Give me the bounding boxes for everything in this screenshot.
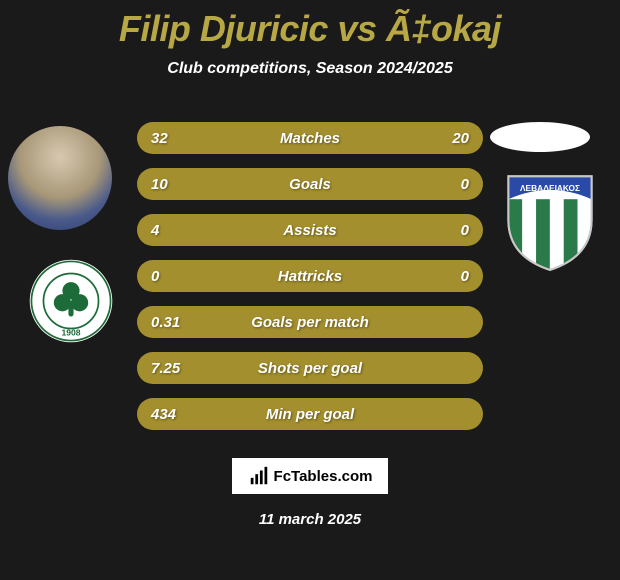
stat-row-goals: 10 Goals 0 (137, 168, 483, 200)
stat-label: Matches (280, 130, 340, 147)
stat-row-shots-per-goal: 7.25 Shots per goal (137, 352, 483, 384)
stat-left-value: 7.25 (151, 360, 180, 377)
stat-left-value: 0.31 (151, 314, 180, 331)
page-title: Filip Djuricic vs Ã‡okaj (0, 0, 620, 50)
player2-club-crest: ΛΕΒΑΔΕΙΑΚΟΣ (498, 168, 602, 272)
stat-row-matches: 32 Matches 20 (137, 122, 483, 154)
stat-left-value: 0 (151, 268, 159, 285)
brand-text: FcTables.com (274, 468, 373, 485)
player1-club-crest: 1908 (28, 258, 114, 344)
club-right-text: ΛΕΒΑΔΕΙΑΚΟΣ (520, 183, 580, 193)
stats-container: 32 Matches 20 10 Goals 0 4 Assists 0 0 H… (137, 122, 483, 444)
stat-right-value: 0 (461, 268, 469, 285)
stat-left-value: 434 (151, 406, 176, 423)
player2-avatar (490, 122, 590, 152)
stat-right-value: 0 (461, 222, 469, 239)
stat-right-value: 0 (461, 176, 469, 193)
stat-left-value: 32 (151, 130, 168, 147)
stat-left-value: 4 (151, 222, 159, 239)
club-left-year: 1908 (61, 327, 80, 337)
stat-row-hattricks: 0 Hattricks 0 (137, 260, 483, 292)
brand-logo[interactable]: FcTables.com (232, 458, 388, 494)
footer-date: 11 march 2025 (259, 511, 361, 528)
player1-avatar (8, 126, 112, 230)
stat-label: Goals (289, 176, 331, 193)
stat-left-value: 10 (151, 176, 168, 193)
stat-label: Assists (283, 222, 336, 239)
chart-icon (248, 465, 270, 487)
stat-label: Min per goal (266, 406, 354, 423)
stat-row-min-per-goal: 434 Min per goal (137, 398, 483, 430)
stat-row-assists: 4 Assists 0 (137, 214, 483, 246)
subtitle: Club competitions, Season 2024/2025 (0, 60, 620, 78)
stat-right-value: 20 (452, 130, 469, 147)
stat-label: Shots per goal (258, 360, 362, 377)
stat-row-goals-per-match: 0.31 Goals per match (137, 306, 483, 338)
stat-label: Hattricks (278, 268, 342, 285)
stat-label: Goals per match (251, 314, 369, 331)
